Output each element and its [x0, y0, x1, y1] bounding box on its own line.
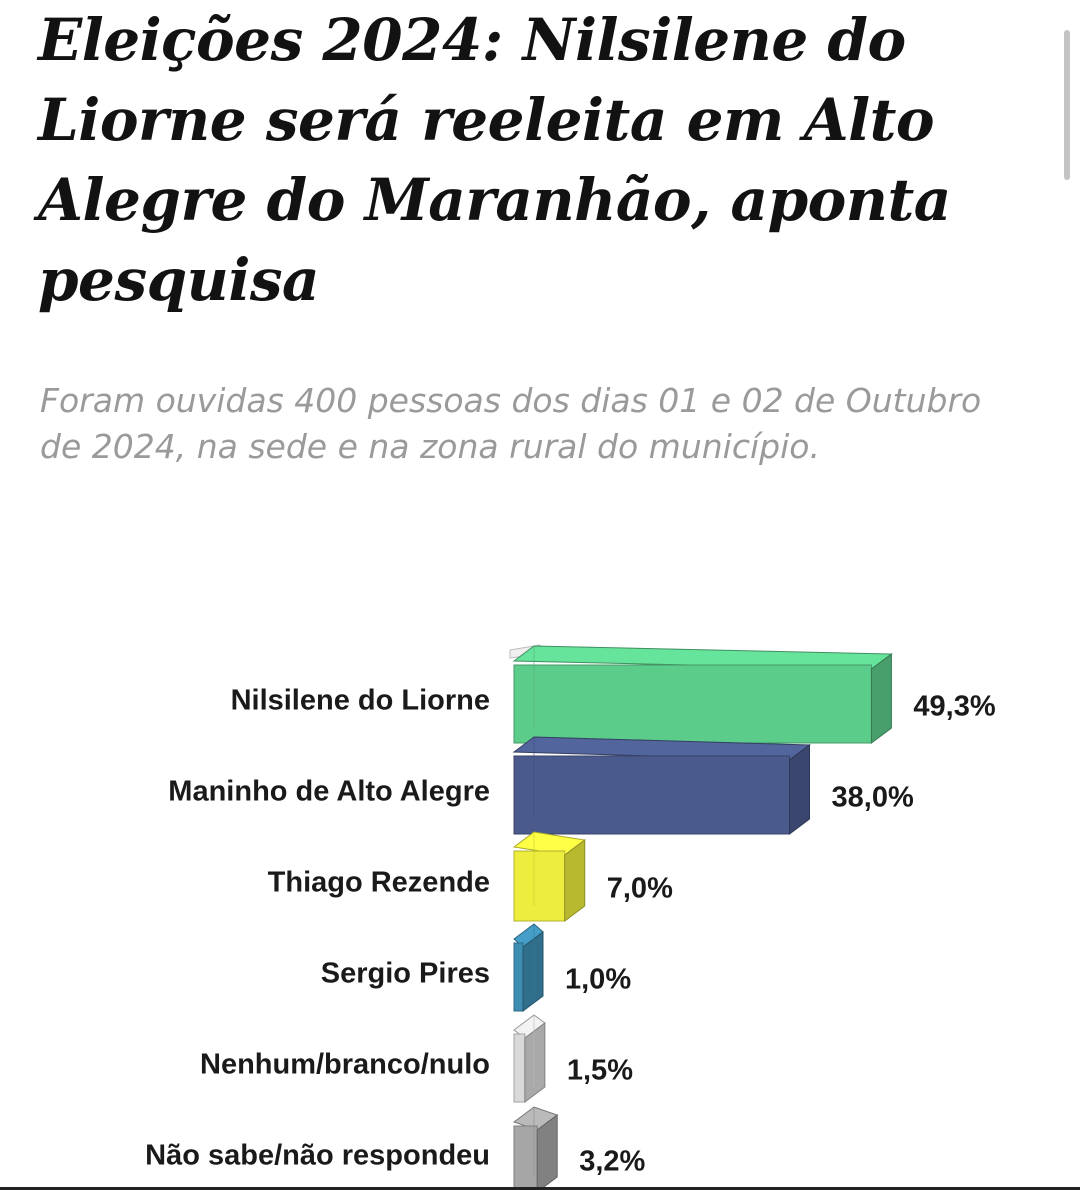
- bar-side-face: [870, 653, 892, 744]
- bar-front-face: [513, 664, 872, 744]
- bar-front-face: [513, 755, 790, 835]
- category-label: Nilsilene do Liorne: [231, 685, 490, 717]
- value-label: 7,0%: [607, 873, 673, 905]
- value-label: 1,5%: [567, 1055, 633, 1087]
- bar-1: [512, 645, 893, 744]
- value-label: 49,3%: [913, 691, 995, 723]
- bar-side-face: [536, 1114, 558, 1190]
- bar-5: [513, 1014, 546, 1103]
- bar-2: [512, 736, 811, 835]
- bar-side-face: [789, 744, 810, 835]
- value-label: 1,0%: [565, 964, 631, 996]
- category-label: Maninho de Alto Alegre: [168, 776, 490, 808]
- bar-side-face: [524, 1022, 546, 1103]
- bar-3: [512, 831, 586, 922]
- category-label: Thiago Rezende: [268, 867, 490, 899]
- category-label: Sergio Pires: [321, 958, 490, 990]
- scrollbar[interactable]: [1064, 30, 1070, 180]
- article-subhead: Foram ouvidas 400 pessoas dos dias 01 e …: [40, 381, 982, 466]
- bar-front-face: [513, 850, 566, 922]
- bar-4: [513, 923, 544, 1012]
- bar-side-face: [522, 931, 544, 1012]
- bar-front-face: [513, 1033, 526, 1103]
- category-label: Não sabe/não respondeu: [145, 1140, 490, 1172]
- article-headline: Eleições 2024: Nilsilene do Liorne será …: [38, 6, 951, 314]
- bar-side-face: [564, 839, 586, 922]
- bottom-divider: [0, 1187, 1080, 1190]
- value-label: 38,0%: [832, 782, 914, 814]
- category-label: Nenhum/branco/nulo: [200, 1049, 490, 1081]
- poll-bar-chart: Nilsilene do Liorne 49,3% Maninho de Alto …: [145, 644, 996, 1190]
- bar-6: [512, 1106, 559, 1190]
- value-label: 3,2%: [579, 1146, 645, 1178]
- bar-front-face: [513, 942, 524, 1012]
